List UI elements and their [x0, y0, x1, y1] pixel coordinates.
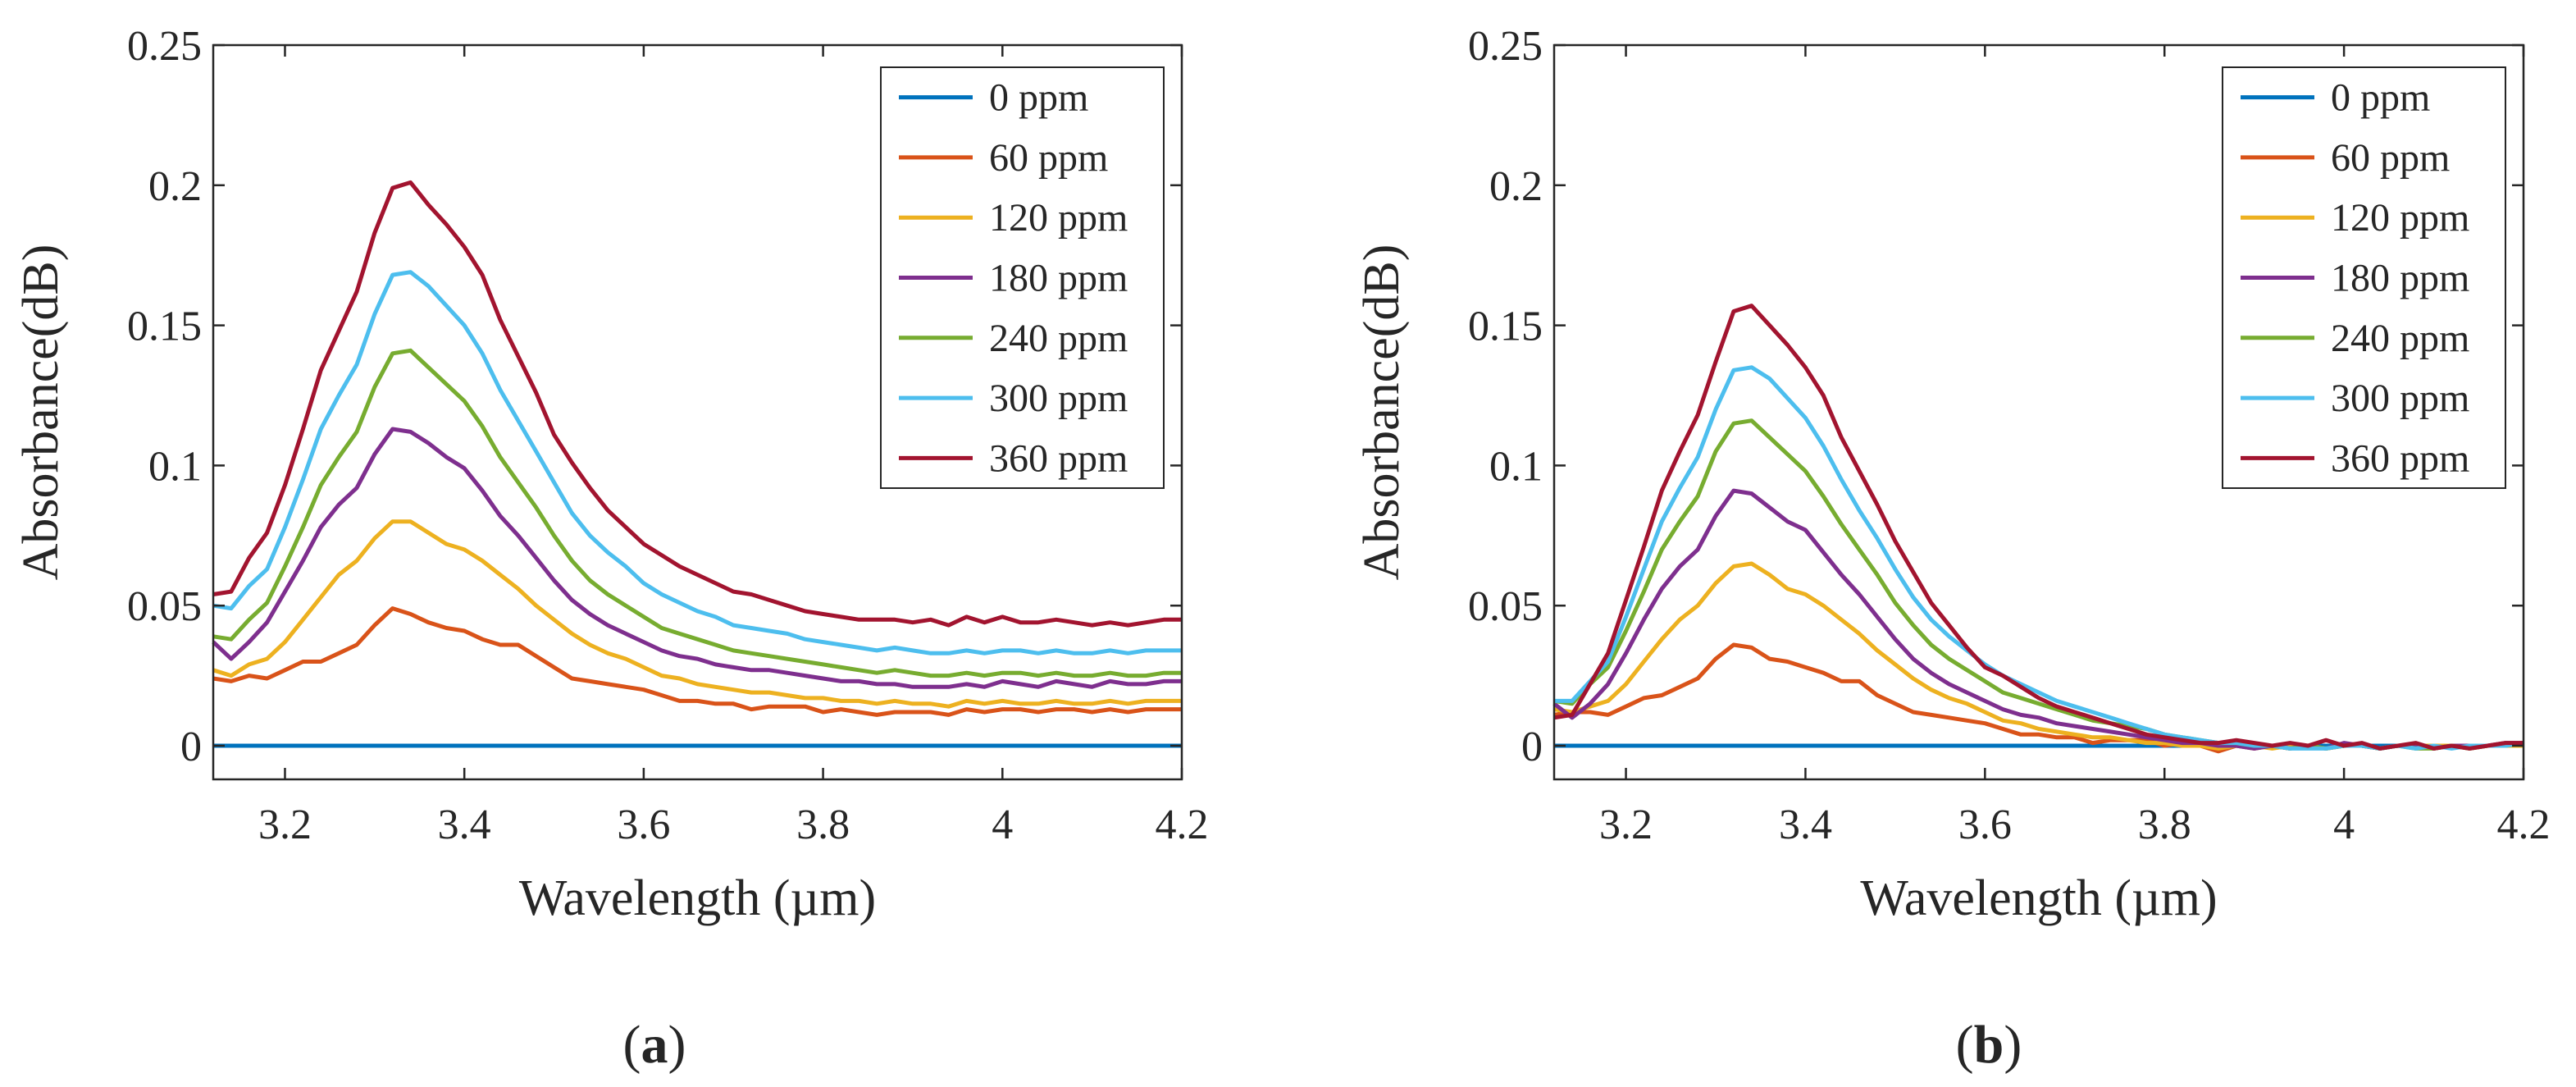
y-tick-label: 0: [1521, 724, 1543, 770]
series-line-120-ppm: [1553, 561, 2524, 751]
legend-entry-label: 60 ppm: [2331, 136, 2450, 180]
x-tick-label: 4: [992, 802, 1013, 848]
legend-entry-label: 60 ppm: [989, 136, 1108, 180]
x-tick-label: 3.4: [1779, 802, 1832, 848]
legend-entry-label: 360 ppm: [2331, 436, 2469, 480]
legend-entry-label: 120 ppm: [989, 196, 1128, 240]
legend-entry-label: 0 ppm: [989, 76, 1088, 120]
x-axis-label: Wavelength (µm): [519, 870, 876, 926]
y-tick-label: 0.05: [1468, 583, 1543, 630]
y-tick-label: 0: [180, 724, 202, 770]
y-tick-label: 0.25: [1468, 23, 1543, 70]
x-tick-label: 4.2: [1156, 802, 1209, 848]
legend-entry-label: 300 ppm: [989, 377, 1128, 420]
x-tick-label: 4: [2333, 802, 2355, 848]
legend-entry-label: 180 ppm: [2331, 257, 2469, 300]
x-tick-label: 3.8: [796, 802, 850, 848]
y-tick-label: 0.05: [127, 583, 202, 630]
y-tick-label: 0.15: [1468, 304, 1543, 350]
x-tick-label: 3.2: [258, 802, 312, 848]
legend-entry-label: 240 ppm: [2331, 317, 2469, 360]
legend: 0 ppm 60 ppm 120 ppm 180 ppm 240 ppm 300 ppm 3…: [880, 66, 1165, 489]
y-tick-label: 0.25: [127, 23, 202, 70]
plot-frame: [212, 43, 1183, 781]
series-line-120-ppm: [212, 519, 1182, 709]
x-axis-label: Wavelength (µm): [1860, 870, 2217, 926]
x-tick-label: 3.6: [617, 802, 670, 848]
x-tick-label: 3.8: [2138, 802, 2191, 848]
series-line-180-ppm: [212, 427, 1182, 689]
x-tick-label: 3.6: [1958, 802, 2012, 848]
y-axis-label: Absorbance(dB): [13, 244, 69, 581]
panel-b: 3.2 3.4 3.6 3.8 4 4.2 0 0.05 0.1 0.15 0.2 0.25 Wavel…: [1354, 23, 2551, 1075]
x-tick-label: 3.2: [1599, 802, 1653, 848]
series-line-180-ppm: [1552, 488, 2524, 751]
series-line-360-ppm: [212, 180, 1182, 628]
y-axis-label: Absorbance(dB): [1354, 244, 1410, 581]
legend-entry-label: 0 ppm: [2331, 76, 2430, 120]
plot-frame: [1552, 43, 2525, 781]
y-tick-label: 0.1: [1489, 443, 1543, 490]
y-tick-label: 0.1: [148, 443, 202, 490]
y-tick-label: 0.15: [127, 304, 202, 350]
legend-entry-label: 300 ppm: [2331, 377, 2469, 420]
y-tick-label: 0.2: [1489, 163, 1543, 210]
legend: 0 ppm 60 ppm 120 ppm 180 ppm 240 ppm 300 ppm 3…: [2222, 66, 2506, 489]
x-tick-label: 4.2: [2497, 802, 2551, 848]
legend-entry-label: 180 ppm: [989, 257, 1128, 300]
series-line-60-ppm: [212, 606, 1182, 717]
legend-entry-label: 360 ppm: [989, 436, 1128, 480]
panel-a: 3.2 3.4 3.6 3.8 4 4.2 0 0.05 0.1 0.15 0.2 0.25 Wavel…: [13, 23, 1209, 1075]
x-tick-label: 3.4: [438, 802, 491, 848]
series-line-300-ppm: [1554, 365, 2524, 751]
legend-entry-label: 120 ppm: [2331, 196, 2469, 240]
panel-label: (b): [1956, 1015, 2022, 1075]
y-tick-label: 0.2: [148, 163, 202, 210]
legend-entry-label: 240 ppm: [989, 317, 1128, 360]
panel-label: (a): [623, 1015, 686, 1075]
series-line-360-ppm: [1553, 304, 2524, 751]
series-line-240-ppm: [212, 348, 1182, 678]
series-line-300-ppm: [212, 270, 1182, 655]
